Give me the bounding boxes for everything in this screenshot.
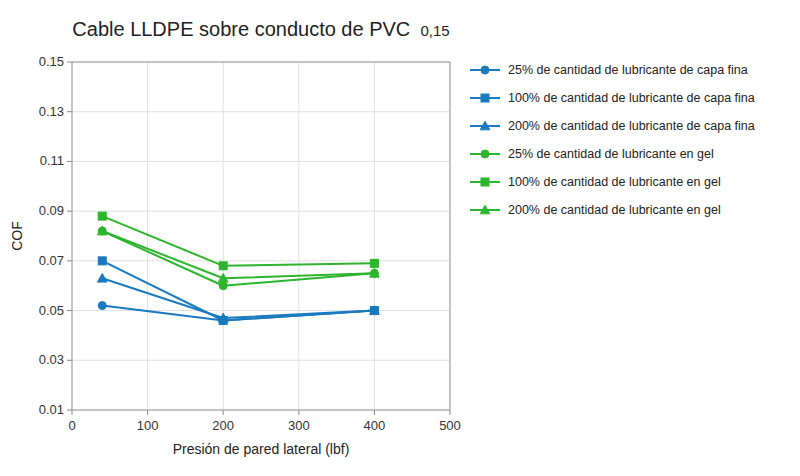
series: [98, 227, 378, 290]
legend-label: 100% de cantidad de lubricante en gel: [508, 175, 721, 189]
legend-label: 100% de cantidad de lubricante de capa f…: [508, 91, 755, 105]
legend-label: 25% de cantidad de lubricante en gel: [508, 147, 714, 161]
grid-line: [298, 62, 299, 410]
marker: [370, 259, 378, 267]
tick-label: 0: [68, 418, 75, 433]
grid-line: [72, 111, 450, 112]
legend-marker: [481, 94, 489, 102]
grid-line: [374, 62, 375, 410]
marker: [219, 262, 227, 270]
series: [98, 257, 378, 325]
tick-label: 0.09: [39, 203, 64, 218]
plot-frame: [72, 62, 450, 410]
legend-item: 100% de cantidad de lubricante de capa f…: [470, 91, 755, 105]
title: Cable LLDPE sobre conducto de PVC 0,15: [72, 18, 449, 40]
marker: [370, 307, 378, 315]
legend-item: 25% de cantidad de lubricante de capa fi…: [470, 63, 748, 77]
tick-mark: [67, 111, 72, 112]
marker: [370, 307, 378, 315]
grid-line: [72, 211, 450, 212]
tick-mark: [67, 410, 72, 411]
tick-mark: [450, 410, 451, 415]
tick-mark: [72, 410, 73, 415]
tick-mark: [147, 410, 148, 415]
tick-label: 0.11: [40, 153, 64, 168]
legend-marker: [481, 178, 489, 186]
legend-label: 200% de cantidad de lubricante en gel: [508, 203, 721, 217]
x-axis-label: Presión de pared lateral (lbf): [173, 441, 350, 457]
marker: [370, 269, 378, 277]
tick-label: 100: [137, 418, 159, 433]
tick-label: 0.15: [39, 54, 64, 69]
y-axis-label: COF: [9, 221, 25, 251]
legend-label: 200% de cantidad de lubricante de capa f…: [508, 119, 755, 133]
grid-line: [72, 161, 450, 162]
grid-line: [147, 62, 148, 410]
grid: [72, 62, 450, 410]
marker: [98, 302, 106, 310]
tick-label: 0.03: [39, 352, 64, 367]
line: [102, 231, 374, 278]
marker: [98, 257, 106, 265]
legend-label: 25% de cantidad de lubricante de capa fi…: [508, 63, 748, 77]
tick-label: 200: [212, 418, 234, 433]
line: [102, 216, 374, 266]
title-main: Cable LLDPE sobre conducto de PVC: [72, 18, 410, 40]
tick-label: 300: [288, 418, 310, 433]
tick-mark: [298, 410, 299, 415]
background: [0, 0, 800, 476]
legend-marker: [480, 205, 490, 214]
tick-label: 400: [364, 418, 386, 433]
series: [98, 212, 378, 270]
legend-marker: [481, 150, 489, 158]
marker: [218, 273, 228, 282]
marker: [370, 268, 380, 277]
grid-line: [223, 62, 224, 410]
tick-mark: [67, 310, 72, 311]
line: [102, 261, 374, 321]
subtitle: 0,15: [416, 22, 449, 39]
marker: [98, 212, 106, 220]
axes: 0 100 200 300 400 500 0.01 0.03 0.05 0.07 0.09 0.11…: [39, 54, 461, 433]
grid-line: [72, 310, 450, 311]
data: [97, 212, 379, 324]
tick-mark: [67, 211, 72, 212]
tick-label: 0.07: [39, 253, 64, 268]
legend-item: 200% de cantidad de lubricante de capa f…: [470, 119, 755, 133]
grid-line: [72, 360, 450, 361]
legend-marker: [480, 121, 490, 130]
series: [97, 273, 379, 321]
legend-item: 25% de cantidad de lubricante en gel: [470, 147, 714, 161]
chart: 0 100 200 300 400 500 0.01 0.03 0.05 0.07 0.09 0.11…: [0, 0, 800, 476]
tick-label: 0.13: [39, 104, 64, 119]
tick-label: 0.05: [39, 303, 64, 318]
tick-mark: [223, 410, 224, 415]
marker: [97, 273, 107, 282]
series: [97, 226, 379, 282]
grid-line: [72, 260, 450, 261]
legend-marker: [481, 66, 489, 74]
marker: [219, 282, 227, 290]
tick-mark: [67, 260, 72, 261]
legend-item: 100% de cantidad de lubricante en gel: [470, 175, 721, 189]
tick-mark: [67, 62, 72, 63]
tick-mark: [67, 360, 72, 361]
legend-item: 200% de cantidad de lubricante en gel: [470, 203, 721, 217]
marker: [98, 227, 106, 235]
tick-label: 500: [439, 418, 461, 433]
tick-label: 0.01: [39, 402, 64, 417]
line: [102, 231, 374, 286]
marker: [370, 306, 380, 315]
tick-mark: [67, 161, 72, 162]
marker: [97, 226, 107, 235]
marker: [218, 313, 228, 322]
legend: 25% de cantidad de lubricante de capa fi…: [470, 63, 755, 217]
tick-mark: [374, 410, 375, 415]
